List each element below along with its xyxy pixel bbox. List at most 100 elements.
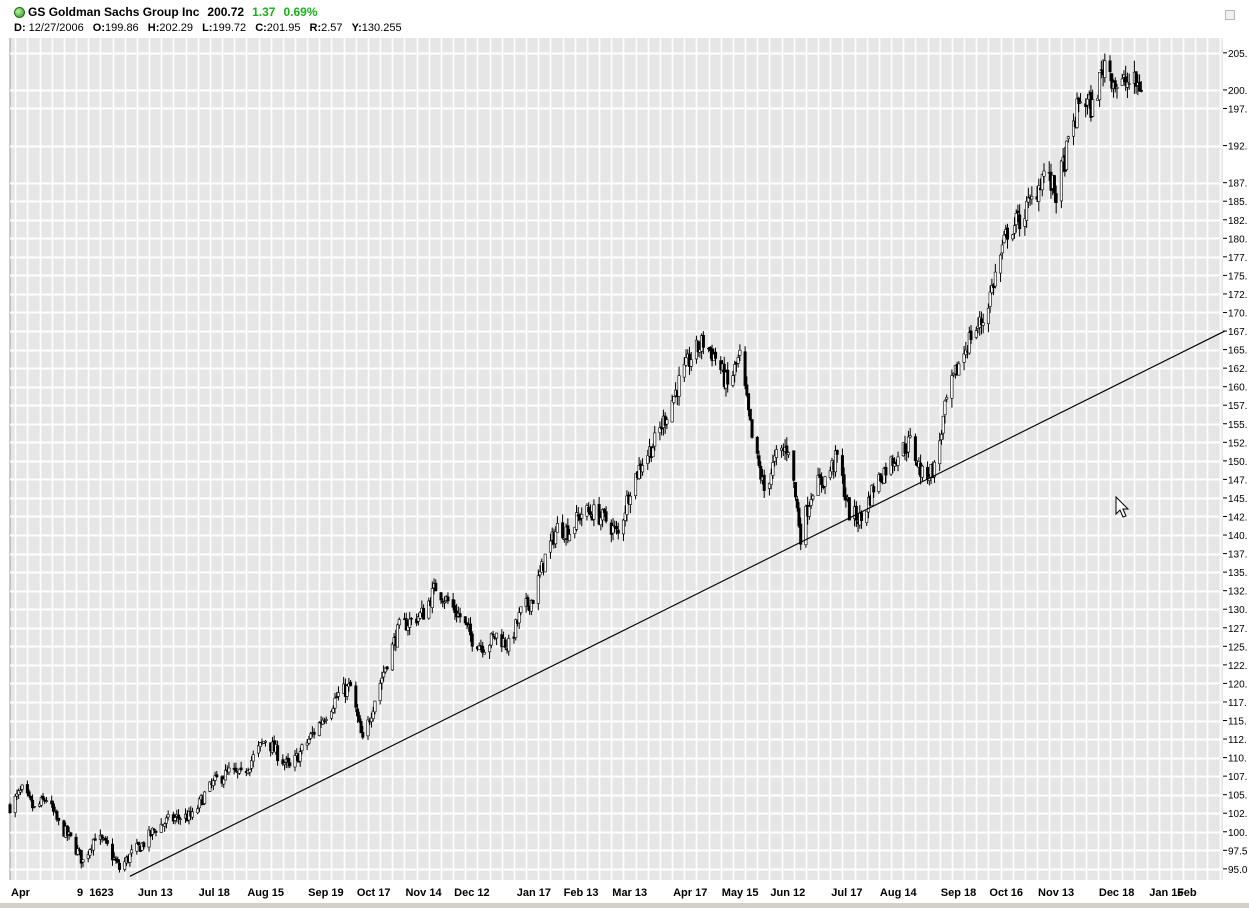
candle-body	[1077, 97, 1081, 104]
candle-body	[641, 465, 645, 473]
candle-body	[967, 332, 971, 354]
candle-body	[833, 450, 837, 473]
chart-area[interactable]: 95.0 97.5 100. 102. 105. 107. 110. 112. 115. 117.…	[0, 38, 1249, 903]
x-tick-label: Jul 18	[199, 887, 230, 899]
candle-body	[154, 831, 158, 833]
candle-body	[15, 793, 19, 797]
candle-body	[27, 791, 31, 797]
candle-body	[418, 611, 422, 619]
candle-body	[1085, 98, 1089, 106]
candle-body	[804, 505, 808, 546]
candle-body	[651, 447, 655, 458]
candle-body	[408, 618, 412, 628]
candle-body	[1011, 234, 1015, 240]
candle-body	[178, 818, 182, 820]
y-tick-label: 155.	[1228, 420, 1247, 431]
candle-body	[349, 681, 353, 687]
x-tick-label: Aug 15	[247, 887, 284, 899]
candle-body	[665, 419, 669, 425]
x-tick-label: Apr 17	[673, 887, 707, 899]
candle-body	[865, 510, 869, 523]
y-tick-label: 170.	[1228, 308, 1247, 319]
candle-body	[31, 799, 35, 809]
last-price: 200.72	[207, 5, 245, 19]
candle-body	[860, 512, 864, 521]
candle-body	[807, 506, 811, 517]
candle-body	[100, 835, 104, 839]
candle-body	[945, 397, 949, 400]
candle-body	[451, 599, 455, 608]
y-tick-label: 165.	[1228, 346, 1247, 357]
candle-body	[943, 400, 947, 415]
y-tick-label: 172.	[1228, 290, 1247, 301]
candle-body	[378, 683, 382, 701]
y-tick-label: 177.	[1228, 253, 1247, 264]
candle-body	[785, 445, 789, 454]
range-label: R:	[309, 22, 322, 34]
candle-body	[81, 859, 85, 863]
candle-body	[974, 330, 978, 338]
candle-body	[529, 600, 533, 612]
candle-body	[305, 742, 309, 746]
candle-body	[380, 677, 384, 684]
candle-body	[258, 742, 262, 748]
candle-body	[57, 818, 61, 821]
candle-body	[616, 529, 620, 534]
price-chart[interactable]: 95.0 97.5 100. 102. 105. 107. 110. 112. 115. 117.…	[0, 38, 1249, 903]
candle-body	[463, 616, 467, 624]
y-tick-label: 120.	[1228, 679, 1247, 690]
x-tick-label: Oct 16	[989, 887, 1023, 899]
candle-body	[223, 769, 227, 781]
candle-body	[731, 375, 735, 386]
candle-body	[573, 527, 577, 534]
candle-body	[771, 462, 775, 476]
candle-body	[361, 732, 365, 738]
x-tick-label: Sep 19	[308, 887, 343, 899]
candle-body	[74, 836, 78, 855]
candle-body	[213, 775, 217, 781]
x-tick-label: Feb 13	[564, 887, 599, 899]
candle-body	[621, 519, 625, 535]
y-tick-label: 140.	[1228, 531, 1247, 542]
candle-body	[331, 708, 335, 713]
candle-body	[969, 330, 973, 341]
y-tick-label: 150.	[1228, 457, 1247, 468]
y-tick-label: 105.	[1228, 791, 1247, 802]
candle-body	[1125, 81, 1129, 88]
x-tick-label: Feb	[1177, 887, 1197, 899]
candle-body	[847, 497, 851, 521]
candle-body	[307, 739, 311, 744]
candle-body	[211, 780, 215, 786]
candle-body	[519, 606, 523, 613]
y-tick-label: 197.	[1228, 104, 1247, 115]
y-tick-label: 182.	[1228, 216, 1247, 227]
candle-body	[390, 643, 394, 671]
candle-body	[646, 455, 650, 464]
candle-body	[79, 849, 83, 864]
candle-body	[41, 795, 45, 800]
candle-body	[957, 363, 961, 376]
candle-body	[988, 291, 992, 307]
candle-body	[76, 848, 80, 855]
y-tick-label: 127.	[1228, 624, 1247, 635]
y-tick-label: 167.	[1228, 327, 1247, 338]
candle-body	[811, 495, 815, 500]
candle-body	[91, 838, 95, 851]
candle-body	[1103, 60, 1107, 78]
candle-body	[1030, 196, 1034, 200]
candle-body	[738, 349, 742, 356]
candle-body	[276, 745, 280, 762]
window-corner-button[interactable]	[1225, 10, 1235, 20]
y-tick-label: 125.	[1228, 642, 1247, 653]
y-tick-label: 175.	[1228, 271, 1247, 282]
candle-body	[588, 511, 592, 516]
candle-body	[660, 426, 664, 430]
candle-body	[197, 798, 201, 809]
candle-body	[312, 731, 316, 735]
y-tick-label: 132.	[1228, 587, 1247, 598]
candle-body	[335, 696, 339, 698]
candle-body	[672, 396, 676, 403]
y-tick-label: 200.	[1228, 86, 1247, 97]
candle-body	[1040, 174, 1044, 191]
trendline[interactable]	[129, 330, 1226, 877]
